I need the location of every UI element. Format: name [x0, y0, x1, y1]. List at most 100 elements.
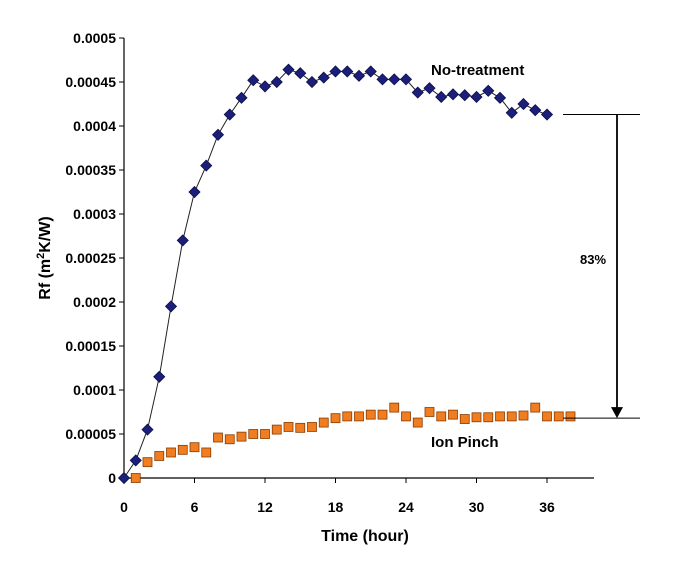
- data-point-ion-pinch: [553, 411, 564, 422]
- data-point-ion-pinch: [495, 411, 505, 422]
- data-point-ion-pinch: [260, 429, 270, 439]
- series-label-no-treatment: No-treatment: [431, 62, 524, 79]
- data-point-no-treatment: [458, 89, 471, 102]
- data-point-no-treatment: [482, 84, 495, 97]
- data-point-ion-pinch: [201, 447, 212, 458]
- reduction-percent-label: 83%: [580, 252, 606, 267]
- data-point-no-treatment: [470, 90, 483, 104]
- y-tick-label: 0.00025: [65, 250, 116, 266]
- data-point-ion-pinch: [459, 414, 470, 424]
- data-point-ion-pinch: [236, 431, 247, 442]
- data-point-no-treatment: [317, 71, 330, 84]
- data-point-ion-pinch: [189, 442, 200, 453]
- data-point-ion-pinch: [283, 422, 294, 432]
- y-tick-label: 0.0004: [73, 118, 116, 134]
- data-point-ion-pinch: [177, 444, 188, 455]
- x-tick-label: 0: [120, 499, 128, 515]
- data-point-no-treatment: [517, 97, 530, 111]
- data-point-no-treatment: [305, 75, 319, 89]
- data-point-ion-pinch: [154, 451, 165, 461]
- data-point-ion-pinch: [213, 432, 223, 443]
- data-point-no-treatment: [388, 73, 401, 86]
- data-point-ion-pinch: [377, 409, 388, 420]
- data-point-no-treatment: [329, 65, 342, 78]
- data-point-no-treatment: [129, 454, 142, 467]
- y-tick-label: 0.00005: [65, 426, 116, 442]
- data-point-ion-pinch: [142, 457, 153, 468]
- data-point-no-treatment: [505, 106, 518, 119]
- data-point-ion-pinch: [483, 412, 494, 423]
- data-point-no-treatment: [164, 300, 178, 313]
- data-point-ion-pinch: [565, 411, 576, 422]
- data-point-ion-pinch: [365, 409, 376, 420]
- x-tick-label: 24: [398, 499, 414, 515]
- data-point-ion-pinch: [424, 407, 435, 417]
- x-tick-label: 18: [328, 499, 344, 515]
- data-point-no-treatment: [423, 82, 436, 95]
- data-point-no-treatment: [446, 88, 460, 101]
- data-point-ion-pinch: [307, 422, 317, 432]
- y-tick-label: 0.00045: [65, 74, 116, 90]
- data-point-no-treatment: [352, 69, 366, 82]
- data-point-ion-pinch: [518, 410, 529, 421]
- y-tick-label: 0.00015: [65, 338, 116, 354]
- y-tick-label: 0.0003: [73, 206, 116, 222]
- x-tick-label: 30: [469, 499, 485, 515]
- data-point-no-treatment: [376, 73, 389, 86]
- y-tick-label: 0.0005: [73, 30, 116, 46]
- reduction-arrow-head: [611, 407, 623, 419]
- data-point-ion-pinch: [448, 409, 458, 420]
- x-tick-label: 36: [539, 499, 555, 515]
- data-point-no-treatment: [188, 185, 201, 199]
- data-point-no-treatment: [223, 108, 236, 121]
- data-point-ion-pinch: [506, 411, 517, 422]
- data-point-no-treatment: [341, 65, 354, 78]
- x-tick-label: 6: [191, 499, 199, 515]
- y-tick-label: 0.0001: [73, 382, 116, 398]
- data-point-ion-pinch: [295, 422, 306, 433]
- data-point-ion-pinch: [401, 411, 411, 422]
- data-point-ion-pinch: [248, 429, 259, 439]
- data-point-no-treatment: [411, 86, 424, 99]
- data-point-ion-pinch: [130, 473, 141, 483]
- y-tick-label: 0: [108, 470, 116, 486]
- data-point-ion-pinch: [471, 412, 482, 423]
- data-point-ion-pinch: [412, 417, 423, 428]
- data-point-no-treatment: [235, 91, 248, 104]
- data-point-ion-pinch: [436, 411, 447, 422]
- data-point-ion-pinch: [271, 424, 282, 435]
- data-point-no-treatment: [200, 159, 213, 172]
- y-axis-title: Rf (m2K/W): [35, 216, 54, 299]
- data-point-no-treatment: [176, 234, 189, 247]
- data-point-ion-pinch: [354, 411, 364, 422]
- data-point-ion-pinch: [542, 411, 552, 422]
- data-point-no-treatment: [270, 75, 283, 89]
- data-point-no-treatment: [117, 471, 131, 485]
- data-point-ion-pinch: [166, 447, 176, 458]
- data-point-ion-pinch: [342, 411, 353, 422]
- plot-area: 0 0.00005 0.0001 0.00015 0.0002 0.00025 0.0003…: [35, 30, 640, 545]
- data-point-no-treatment: [247, 74, 260, 87]
- x-axis-title: Time (hour): [321, 528, 409, 545]
- data-point-no-treatment: [211, 128, 225, 141]
- data-point-no-treatment: [282, 63, 295, 76]
- data-point-no-treatment: [399, 73, 413, 86]
- series-label-ion-pinch: Ion Pinch: [431, 434, 499, 451]
- data-point-no-treatment: [529, 104, 542, 117]
- data-point-no-treatment: [435, 90, 448, 104]
- data-point-no-treatment: [493, 91, 507, 104]
- data-point-no-treatment: [258, 80, 272, 93]
- data-point-no-treatment: [141, 423, 154, 436]
- data-point-no-treatment: [364, 65, 377, 78]
- data-point-no-treatment: [540, 108, 554, 121]
- data-point-ion-pinch: [389, 402, 400, 413]
- y-tick-label: 0.00035: [65, 162, 116, 178]
- data-point-ion-pinch: [224, 434, 235, 445]
- data-point-ion-pinch: [318, 417, 329, 428]
- data-point-ion-pinch: [530, 402, 541, 413]
- data-point-no-treatment: [294, 67, 307, 80]
- x-tick-label: 12: [257, 499, 273, 515]
- data-point-ion-pinch: [330, 413, 341, 424]
- y-tick-label: 0.0002: [73, 294, 116, 310]
